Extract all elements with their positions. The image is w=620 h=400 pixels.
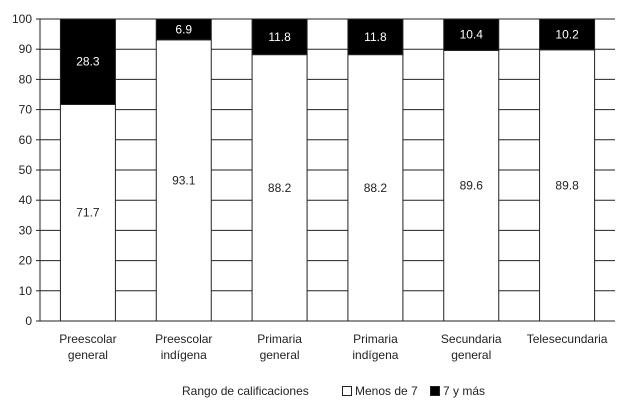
y-tick-label: 90	[19, 42, 33, 56]
bar-7-y-mas	[539, 18, 596, 51]
x-category-label-line: general	[451, 348, 491, 362]
bar-menos-de-7	[539, 49, 596, 322]
y-tick-label: 100	[12, 12, 32, 26]
x-category-label-line: general	[68, 348, 108, 362]
legend-title: Rango de calificaciones	[182, 384, 309, 398]
data-labels: 71.7 28.3 93.1 6.9 88.2 11.8 88.2 11.8 89.6 10.4 8…	[76, 22, 579, 219]
bar-7-y-mas	[59, 18, 116, 105]
x-category-label-line: Primaria	[353, 332, 398, 346]
x-category-label-line: Preescolar	[155, 332, 212, 346]
y-tick-label: 80	[19, 72, 33, 86]
x-category-label: Telesecundaria	[527, 332, 608, 346]
data-label-7-y-mas: 28.3	[76, 55, 100, 69]
y-tick-labels: 0 10 20 30 40 50 60 70 80 90 100	[12, 12, 32, 328]
x-category-label-line: indígena	[352, 348, 398, 362]
y-tick-label: 70	[19, 103, 33, 117]
legend-label: 7 y más	[443, 384, 486, 398]
y-tick-label: 30	[19, 223, 33, 237]
data-label-7-y-mas: 10.4	[460, 28, 484, 42]
x-category-label: Secundaria general	[441, 332, 502, 362]
y-tick-label: 60	[19, 133, 33, 147]
stacked-bar-chart: 0 10 20 30 40 50 60 70 80 90 100 Preescolar general…	[12, 12, 615, 362]
data-label-menos-de-7: 93.1	[172, 173, 196, 187]
gridlines	[40, 18, 615, 292]
x-category-label-line: indígena	[161, 348, 207, 362]
data-label-menos-de-7: 88.2	[364, 181, 388, 195]
legend-entry-7-y-mas: 7 y más	[430, 384, 485, 398]
data-label-menos-de-7: 71.7	[76, 206, 100, 220]
x-category-label-line: Telesecundaria	[527, 332, 608, 346]
data-label-menos-de-7: 88.2	[268, 181, 292, 195]
x-category-label: Primaria general	[257, 332, 302, 362]
legend-label: Menos de 7	[355, 384, 418, 398]
x-category-label-line: general	[260, 348, 300, 362]
data-label-7-y-mas: 10.2	[555, 27, 579, 41]
legend-swatch-black	[430, 386, 440, 396]
axes	[36, 18, 615, 322]
y-tick-label: 50	[19, 163, 33, 177]
y-tick-label: 0	[25, 314, 32, 328]
bar-7-y-mas	[443, 18, 500, 51]
bar-7-y-mas	[347, 18, 404, 56]
data-label-menos-de-7: 89.6	[460, 179, 484, 193]
legend-swatch-white	[342, 386, 352, 396]
bar-menos-de-7	[443, 49, 500, 322]
data-label-7-y-mas: 11.8	[364, 30, 387, 44]
y-tick-label: 10	[19, 284, 33, 298]
data-label-7-y-mas: 6.9	[175, 22, 192, 36]
data-label-menos-de-7: 89.8	[555, 178, 579, 192]
x-category-label-line: Secundaria	[441, 332, 502, 346]
y-tick-label: 40	[19, 193, 33, 207]
legend: Rango de calificaciones Menos de 7 7 y m…	[0, 380, 620, 400]
x-category-label: Primaria indígena	[352, 332, 398, 362]
data-label-7-y-mas: 11.8	[268, 30, 291, 44]
legend-entry-menos-de-7: Menos de 7	[342, 384, 418, 398]
bar-7-y-mas	[251, 18, 308, 56]
y-tick-label: 20	[19, 254, 33, 268]
bar-7-y-mas	[155, 18, 212, 41]
x-category-label: Preescolar indígena	[155, 332, 212, 362]
x-category-label-line: Primaria	[257, 332, 302, 346]
x-category-label-line: Preescolar	[59, 332, 116, 346]
x-category-label: Preescolar general	[59, 332, 116, 362]
